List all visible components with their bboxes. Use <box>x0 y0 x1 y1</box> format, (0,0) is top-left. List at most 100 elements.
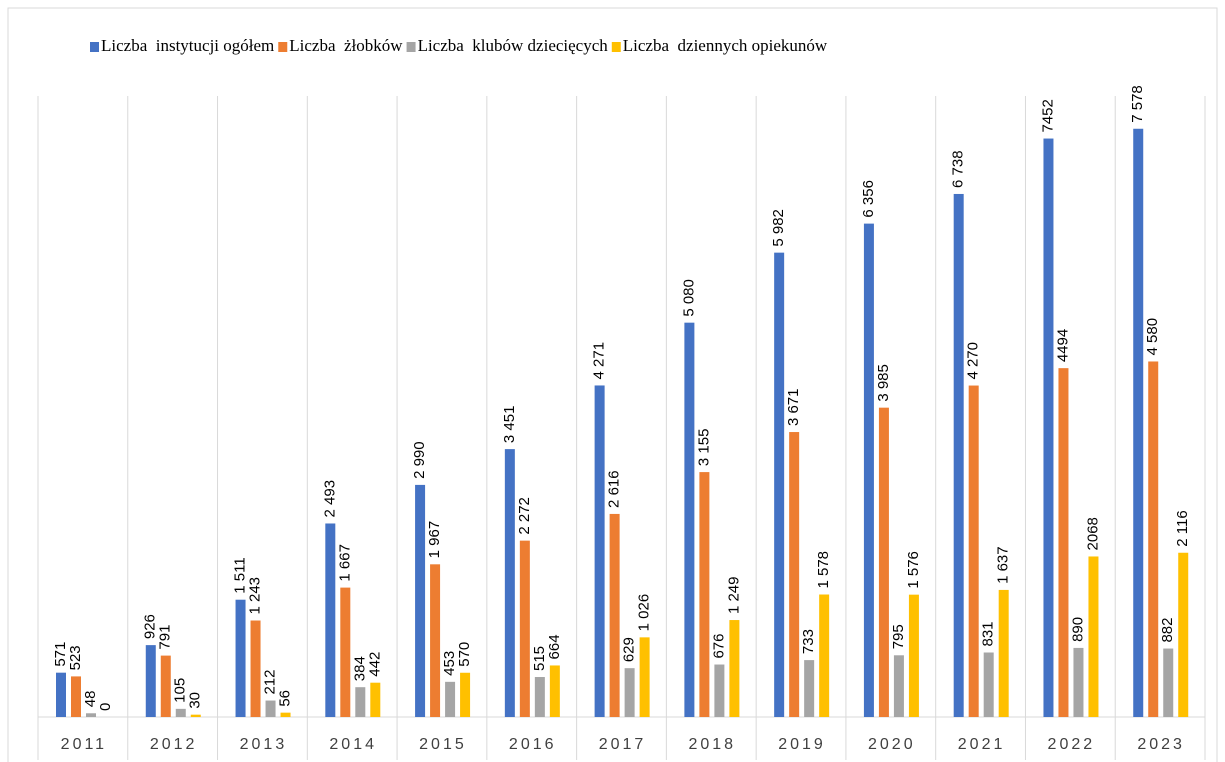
data-label: 3 155 <box>695 429 712 467</box>
data-label: 3 671 <box>785 388 802 426</box>
bar <box>175 708 186 717</box>
data-label: 0 <box>97 703 114 711</box>
data-label: 676 <box>710 633 727 658</box>
data-label: 890 <box>1069 617 1086 642</box>
data-label: 384 <box>351 656 368 681</box>
bar <box>1178 552 1189 717</box>
bar <box>774 252 785 717</box>
data-label: 212 <box>262 670 279 695</box>
bar <box>804 660 815 717</box>
bar <box>355 687 366 717</box>
data-label: 2 116 <box>1174 510 1191 546</box>
data-label: 791 <box>157 625 174 650</box>
bar <box>534 677 545 717</box>
legend-swatch <box>406 42 416 52</box>
bar <box>893 655 904 717</box>
data-label: 1 249 <box>725 576 742 614</box>
bar <box>430 564 441 717</box>
data-label: 831 <box>980 621 997 646</box>
data-label: 570 <box>456 642 473 667</box>
legend-label: Liczba żłobków <box>289 36 403 55</box>
x-tick-label: 2014 <box>329 736 377 753</box>
bar <box>504 449 515 717</box>
bar <box>1073 647 1084 717</box>
bar <box>983 652 994 717</box>
bar <box>190 714 201 717</box>
x-tick-label: 2019 <box>778 736 826 753</box>
legend-label: Liczba instytucji ogółem <box>101 36 274 55</box>
bar <box>863 223 874 718</box>
bar <box>684 322 695 717</box>
bar <box>86 713 96 717</box>
bar <box>71 676 81 717</box>
data-label: 2 990 <box>411 441 428 479</box>
data-label: 2 272 <box>516 497 533 535</box>
bar <box>639 637 650 717</box>
data-label: 664 <box>546 634 563 659</box>
bar <box>699 472 710 717</box>
data-label: 2 493 <box>321 480 338 518</box>
bar <box>968 385 979 717</box>
data-label: 56 <box>277 690 294 707</box>
bar <box>549 665 560 717</box>
data-label: 7 578 <box>1129 85 1146 123</box>
bar <box>445 681 456 717</box>
data-label: 6 738 <box>950 150 967 188</box>
bar <box>624 668 635 717</box>
bar <box>145 645 156 717</box>
bar <box>729 620 740 717</box>
data-label: 1 511 <box>232 557 249 593</box>
data-label: 1 243 <box>247 577 264 615</box>
bar <box>953 193 964 717</box>
bar <box>1133 128 1144 717</box>
x-tick-label: 2023 <box>1137 736 1185 753</box>
bar <box>340 587 351 717</box>
x-tick-label: 2016 <box>509 736 557 753</box>
bar <box>1088 556 1099 717</box>
data-label: 442 <box>366 652 383 677</box>
data-label: 733 <box>800 629 817 654</box>
bar <box>789 432 800 717</box>
x-tick-label: 2020 <box>868 736 916 753</box>
legend-label: Liczba dziennych opiekunów <box>623 36 828 55</box>
data-label: 882 <box>1159 618 1176 643</box>
data-label: 3 985 <box>875 364 892 402</box>
data-label: 2068 <box>1084 517 1101 550</box>
legend-swatch <box>278 42 288 52</box>
bar <box>235 599 246 717</box>
data-label: 105 <box>172 678 189 703</box>
data-label: 5 982 <box>770 209 787 247</box>
x-tick-label: 2012 <box>150 736 198 753</box>
data-label: 1 026 <box>636 594 653 632</box>
data-label: 795 <box>890 624 907 649</box>
bar <box>878 407 889 717</box>
data-label: 1 576 <box>905 551 922 589</box>
bar <box>819 594 830 717</box>
data-label: 7452 <box>1039 99 1056 132</box>
bar <box>1058 368 1069 717</box>
data-label: 1 578 <box>815 551 832 589</box>
x-tick-label: 2013 <box>240 736 288 753</box>
x-tick-label: 2021 <box>958 736 1006 753</box>
data-label: 4494 <box>1054 329 1071 362</box>
data-label: 4 271 <box>591 342 608 380</box>
x-tick-label: 2022 <box>1048 736 1096 753</box>
data-label: 515 <box>531 646 548 671</box>
bar <box>250 620 261 717</box>
bar <box>325 523 336 717</box>
data-label: 4 270 <box>965 342 982 380</box>
bar <box>998 589 1009 717</box>
bar <box>609 513 620 717</box>
data-label: 571 <box>52 642 69 667</box>
data-label: 6 356 <box>860 180 877 218</box>
legend-swatch <box>90 42 99 52</box>
data-label: 1 637 <box>995 546 1012 584</box>
bar <box>1163 648 1174 717</box>
x-tick-label: 2015 <box>419 736 467 753</box>
bar <box>265 700 276 717</box>
bar <box>56 672 66 717</box>
x-tick-label: 2011 <box>61 736 107 753</box>
data-label: 523 <box>67 645 84 670</box>
data-label: 30 <box>187 692 204 709</box>
